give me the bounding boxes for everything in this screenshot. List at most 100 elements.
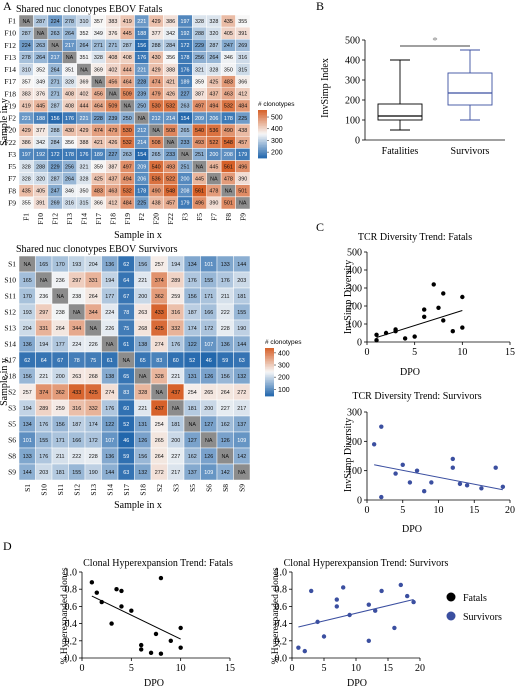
heatmap-fatals-cell-label: 497 bbox=[195, 104, 204, 110]
scatter-tcr-survivors-point bbox=[450, 465, 455, 470]
heatmap-fatals-colorbar-swatch bbox=[258, 129, 267, 132]
heatmap-fatals-cell-label: 425 bbox=[209, 79, 218, 85]
heatmap-survivors-cell-label: 144 bbox=[23, 470, 32, 476]
heatmap-fatals-cell-label: 463 bbox=[108, 189, 117, 195]
scatter-hyper-survivors-point bbox=[411, 599, 416, 605]
heatmap-fatals-cell-label: 156 bbox=[51, 116, 60, 122]
heatmap-survivors-cell-label: 274 bbox=[105, 390, 114, 396]
heatmap-fatals-cell-label: 494 bbox=[209, 104, 218, 110]
heatmap-fatals-cell-label: 179 bbox=[181, 201, 190, 207]
legend-fatals-label: Fatals bbox=[463, 593, 487, 604]
boxplot-y-tick-label: 100 bbox=[345, 116, 360, 127]
heatmap-fatals-cell-label: 387 bbox=[108, 164, 117, 170]
heatmap-survivors-colorbar-swatch bbox=[265, 362, 274, 365]
heatmap-survivors-cell-label: NA bbox=[90, 326, 98, 332]
heatmap-fatals-cell-label: 263 bbox=[123, 152, 132, 158]
heatmap-survivors-colorbar-tick-label: 300 bbox=[278, 363, 290, 370]
heatmap-fatals-cell-label: 278 bbox=[65, 19, 74, 25]
heatmap-fatals-cell-label: 189 bbox=[94, 152, 103, 158]
heatmap-fatals-cell-label: 509 bbox=[108, 104, 117, 110]
heatmap-fatals-row-label: F10 bbox=[4, 29, 16, 38]
heatmap-survivors-cell-label: 67 bbox=[123, 294, 129, 300]
heatmap-survivors-cell-label: 176 bbox=[105, 406, 114, 412]
scatter-tcr-fatals-point bbox=[441, 318, 446, 323]
heatmap-fatals-cell-label: NA bbox=[37, 31, 45, 37]
heatmap-survivors-cell-label: 52 bbox=[189, 358, 195, 364]
heatmap-fatals-cell-label: 421 bbox=[94, 140, 103, 146]
heatmap-fatals-cell-label: 288 bbox=[195, 31, 204, 37]
heatmap-fatals-cell-label: 402 bbox=[108, 67, 117, 73]
heatmap-survivors-colorbar-swatch bbox=[265, 365, 274, 368]
heatmap-fatals-cell-label: 271 bbox=[51, 92, 60, 98]
scatter-tcr-fatals-x-tick-label: 0 bbox=[365, 347, 370, 358]
heatmap-survivors-cell-label: 238 bbox=[72, 294, 81, 300]
heatmap-fatals-cell-label: 419 bbox=[123, 19, 132, 25]
heatmap-fatals-cell-label: 278 bbox=[22, 55, 31, 61]
scatter-hyper-survivors-y-tick-label: 0.4 bbox=[275, 619, 288, 630]
heatmap-fatals-cell-label: 493 bbox=[195, 140, 204, 146]
heatmap-fatals-cell-label: 444 bbox=[123, 67, 132, 73]
heatmap-fatals-title: Shared nuc clonotypes EBOV Fatals bbox=[16, 4, 163, 15]
heatmap-survivors-colorbar-swatch bbox=[265, 391, 274, 394]
heatmap-fatals-cell-label: NA bbox=[124, 104, 132, 110]
heatmap-fatals-cell-label: 352 bbox=[36, 67, 45, 73]
heatmap-survivors-cell-label: 134 bbox=[23, 422, 32, 428]
legend-survivors-label: Survivors bbox=[463, 612, 502, 623]
heatmap-survivors-cell-label: 265 bbox=[204, 390, 213, 396]
heatmap-fatals-colorbar-swatch bbox=[258, 119, 267, 122]
heatmap-fatals-cell-label: 483 bbox=[94, 189, 103, 195]
scatter-hyper-fatals-point bbox=[158, 651, 164, 656]
heatmap-survivors-cell-label: 274 bbox=[155, 342, 164, 348]
heatmap-fatals-cell-label: 501 bbox=[224, 201, 233, 207]
heatmap-survivors-cell-label: 433 bbox=[72, 390, 81, 396]
heatmap-fatals-cell-label: 320 bbox=[36, 176, 45, 182]
heatmap-survivors-cell-label: NA bbox=[172, 406, 180, 412]
heatmap-fatals-cell-label: NA bbox=[239, 201, 247, 207]
heatmap-survivors-cell bbox=[233, 463, 251, 481]
heatmap-fatals-cell-label: 464 bbox=[123, 79, 132, 85]
heatmap-survivors-cell-label: 155 bbox=[39, 438, 48, 444]
heatmap-fatals-cell-label: 490 bbox=[224, 128, 233, 134]
scatter-hyper-survivors-ylabel: % Hyperexpanded clones bbox=[271, 567, 281, 664]
heatmap-fatals-cell-label: 217 bbox=[65, 43, 74, 49]
heatmap-fatals-cell-label: 208 bbox=[224, 152, 233, 158]
scatter-tcr-survivors-point bbox=[379, 424, 384, 429]
scatter-hyper-fatals-y-tick-label: 0.0 bbox=[65, 654, 78, 665]
heatmap-fatals-cell-label: 456 bbox=[94, 92, 103, 98]
heatmap-fatals-cell-label: 310 bbox=[22, 67, 31, 73]
heatmap-survivors-cell-label: 144 bbox=[237, 342, 246, 348]
heatmap-fatals-cell-label: 388 bbox=[79, 140, 88, 146]
scatter-tcr-survivors-ylabel: InvSimp Diversity bbox=[343, 418, 354, 492]
heatmap-fatals-cell-label: 212 bbox=[137, 128, 146, 134]
heatmap-survivors-cell-label: 136 bbox=[105, 454, 114, 460]
heatmap-survivors-cell-label: 227 bbox=[221, 406, 230, 412]
heatmap-survivors-cell-label: 433 bbox=[155, 310, 164, 316]
heatmap-survivors-cell-label: 78 bbox=[74, 358, 80, 364]
scatter-hyper-survivors-point bbox=[334, 604, 339, 609]
heatmap-survivors-cell-label: 46 bbox=[123, 438, 129, 444]
heatmap-survivors-colorbar: 100 200 300 400 bbox=[265, 348, 290, 397]
heatmap-fatals-cell-label: 509 bbox=[123, 92, 132, 98]
heatmap-fatals-cell-label: 540 bbox=[152, 164, 161, 170]
heatmap-survivors-row-label: S1 bbox=[8, 260, 16, 269]
heatmap-survivors-cell-label: NA bbox=[57, 294, 65, 300]
heatmap-fatals-cell-label: 269 bbox=[51, 201, 60, 207]
heatmap-survivors-col-label: S18 bbox=[138, 484, 147, 496]
heatmap-fatals-cell-label: 383 bbox=[22, 92, 31, 98]
heatmap-survivors-cell-label: 374 bbox=[39, 390, 48, 396]
heatmap-fatals-col-label: F3 bbox=[181, 213, 190, 221]
heatmap-fatals-cell-label: 264 bbox=[51, 67, 60, 73]
heatmap-fatals-cell-label: 269 bbox=[238, 43, 247, 49]
heatmap-survivors-cell-label: 193 bbox=[23, 310, 32, 316]
scatter-tcr-survivors-point bbox=[464, 483, 470, 488]
heatmap-fatals-cell-label: 264 bbox=[79, 43, 88, 49]
heatmap-fatals-cell-label: 206 bbox=[137, 176, 146, 182]
heatmap-survivors-cell-label: 75 bbox=[123, 326, 129, 332]
scatter-tcr-survivors-point bbox=[457, 481, 463, 487]
heatmap-fatals-cell-label: NA bbox=[95, 79, 103, 85]
scatter-tcr-fatals-point bbox=[460, 294, 465, 300]
heatmap-survivors-col-label: S9 bbox=[237, 484, 246, 492]
heatmap-survivors-row-label: S6 bbox=[8, 436, 16, 445]
heatmap-fatals-cell-label: 265 bbox=[181, 128, 190, 134]
